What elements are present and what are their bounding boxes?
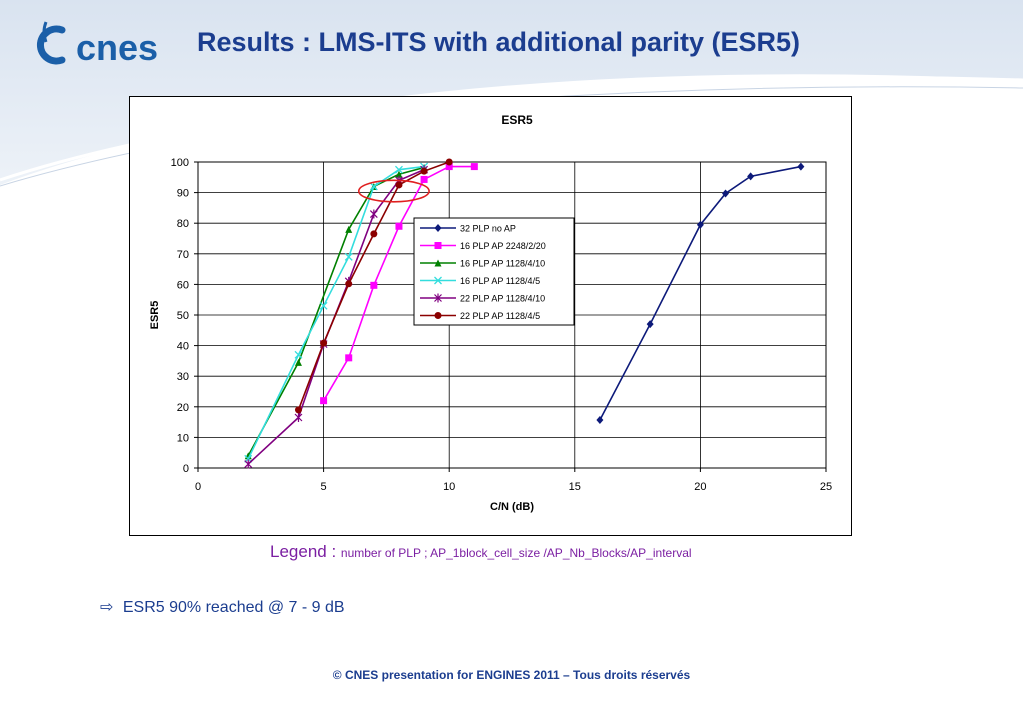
- logo-wordmark: cnes: [76, 27, 158, 68]
- data-point: [320, 397, 328, 405]
- y-axis-label: ESR5: [149, 301, 161, 330]
- x-tick-label: 0: [195, 481, 201, 493]
- data-point: [445, 163, 453, 171]
- conclusion-text: ESR5 90% reached @ 7 - 9 dB: [122, 599, 345, 616]
- y-tick-label: 30: [177, 371, 189, 383]
- series-line: [247, 166, 425, 457]
- y-tick-label: 100: [171, 157, 189, 169]
- x-tick-label: 5: [321, 481, 327, 493]
- data-point: [596, 415, 604, 424]
- conclusion-bullet: ⇨ ESR5 90% reached @ 7 - 9 dB: [100, 597, 345, 617]
- legend-entry-label: 16 PLP AP 2248/2/20: [460, 241, 546, 251]
- x-tick-label: 15: [569, 481, 581, 493]
- data-point: [294, 350, 303, 359]
- series-line: [599, 165, 802, 421]
- chart-title: ESR5: [501, 113, 533, 127]
- data-point: [797, 162, 805, 171]
- data-point: [369, 182, 378, 191]
- cnes-logo: cnes: [32, 20, 192, 68]
- data-point: [344, 252, 353, 261]
- data-point: [370, 230, 378, 238]
- chart-frame: 0 10 20 30 40 50 60 70 80 90 100 0 5 10 15 20 25 ESR5 C/N …: [129, 96, 852, 536]
- y-tick-label: 20: [177, 402, 189, 414]
- highlight-ellipse: [357, 179, 430, 203]
- legend-note-label: Legend :: [270, 542, 341, 561]
- x-axis-label: C/N (dB): [490, 501, 534, 513]
- cnes-logo-mark: cnes: [37, 21, 158, 68]
- data-point: [369, 209, 378, 219]
- data-point: [345, 280, 353, 288]
- legend-note: Legend : number of PLP ; AP_1block_cell_…: [270, 542, 692, 562]
- x-tick-label: 10: [443, 481, 455, 493]
- data-point: [395, 222, 403, 230]
- data-point: [244, 459, 253, 469]
- legend-swatch-marker: [434, 259, 442, 267]
- arrow-right-outline-icon: ⇨: [100, 599, 114, 616]
- legend-entry-label: 32 PLP no AP: [460, 224, 516, 234]
- legend-swatch-marker: [434, 312, 442, 319]
- data-point: [294, 406, 302, 414]
- data-point: [445, 158, 453, 166]
- legend-swatch-marker: [434, 276, 442, 285]
- y-tick-label: 50: [177, 310, 189, 322]
- data-point: [470, 163, 478, 171]
- y-tick-label: 80: [177, 218, 189, 230]
- data-point: [722, 189, 730, 198]
- data-point: [420, 167, 428, 175]
- x-tick-label: 20: [694, 481, 706, 493]
- x-tick-label: 25: [820, 481, 832, 493]
- y-tick-label: 70: [177, 249, 189, 261]
- legend-entry-label: 16 PLP AP 1128/4/5: [460, 276, 540, 286]
- legend-entry-label: 22 PLP AP 1128/4/5: [460, 311, 540, 321]
- data-point: [370, 281, 378, 289]
- y-tick-label: 60: [177, 279, 189, 291]
- legend-entry-label: 22 PLP AP 1128/4/10: [460, 294, 545, 304]
- data-point: [294, 358, 302, 366]
- data-point: [646, 320, 654, 329]
- data-point: [345, 225, 353, 233]
- esr5-chart: 0 10 20 30 40 50 60 70 80 90 100 0 5 10 15 20 25 ESR5 C/N …: [149, 113, 832, 513]
- data-point: [345, 354, 353, 362]
- data-point: [320, 339, 328, 347]
- data-point: [395, 170, 403, 178]
- data-point: [747, 172, 755, 181]
- data-point: [294, 413, 303, 423]
- legend-swatch-marker: [434, 293, 442, 303]
- legend-swatch-marker: [434, 242, 442, 249]
- y-tick-label: 40: [177, 341, 189, 353]
- data-point: [420, 175, 428, 183]
- data-point: [395, 165, 403, 174]
- legend-note-text: number of PLP ; AP_1block_cell_size /AP_…: [340, 546, 692, 560]
- chart-legend: [413, 217, 575, 326]
- y-tick-label: 0: [183, 463, 189, 475]
- legend-entry-label: 16 PLP AP 1128/4/10: [460, 259, 545, 269]
- footer-copyright: © CNES presentation for ENGINES 2011 – T…: [332, 668, 691, 682]
- slide-title: Results : LMS-ITS with additional parity…: [197, 27, 801, 57]
- data-point: [319, 301, 328, 310]
- legend-swatch-marker: [434, 224, 442, 232]
- data-point: [395, 181, 403, 189]
- y-tick-label: 10: [177, 432, 189, 444]
- data-point: [696, 220, 704, 229]
- y-tick-label: 90: [177, 188, 189, 200]
